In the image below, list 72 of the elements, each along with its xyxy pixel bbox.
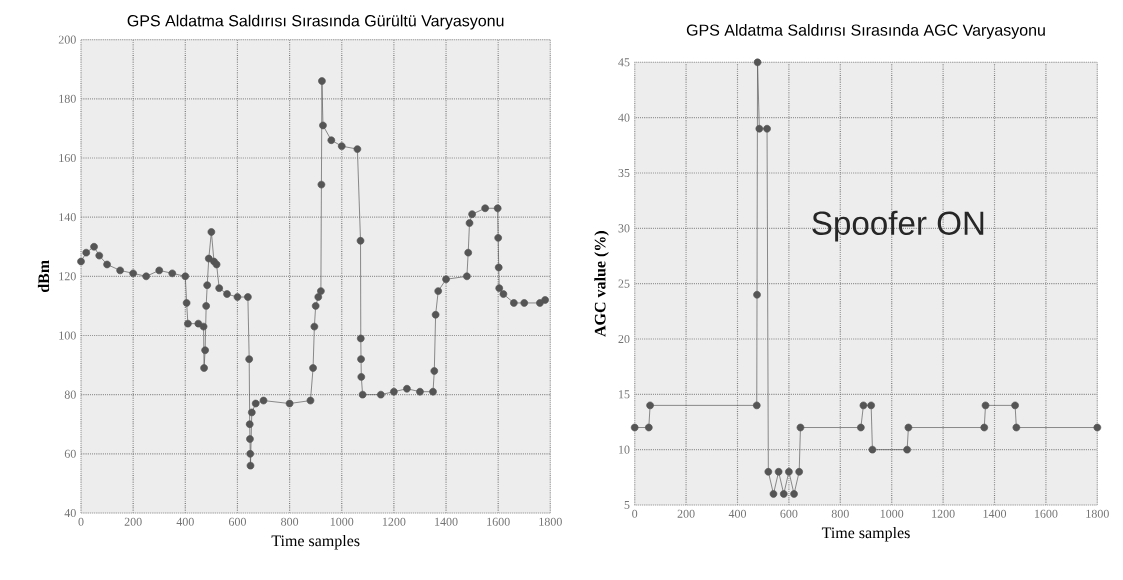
y-tick-label: 200 xyxy=(58,35,76,44)
point xyxy=(630,423,639,432)
x-tick-label: 1000 xyxy=(330,517,354,526)
point xyxy=(1011,401,1019,410)
point xyxy=(790,490,798,498)
x-tick-label: 0 xyxy=(632,509,638,518)
x-tick-label: 600 xyxy=(780,509,798,518)
point xyxy=(769,490,778,498)
point xyxy=(785,467,793,476)
x-tick-label: 200 xyxy=(677,509,695,518)
x-tick-label: 1400 xyxy=(435,517,458,526)
x-tick-label: 0 xyxy=(78,517,84,526)
y-tick-label: 60 xyxy=(64,449,76,458)
y-tick-label: 10 xyxy=(619,445,630,454)
x-tick-label: 1800 xyxy=(539,517,562,526)
point xyxy=(868,445,877,454)
x-axis-title: Time samples xyxy=(821,526,910,542)
point xyxy=(752,401,761,410)
y-tick-label: 80 xyxy=(64,390,76,399)
x-tick-label: 1800 xyxy=(1086,509,1109,518)
y-tick-label: 140 xyxy=(59,213,76,222)
y-tick-label: 15 xyxy=(619,390,630,399)
y-tick-label: 40 xyxy=(64,508,76,518)
y-axis-title: dBm xyxy=(37,260,50,293)
point xyxy=(857,423,865,432)
x-tick-label: 600 xyxy=(228,517,246,526)
x-tick-label: 1600 xyxy=(487,517,510,526)
y-tick-label: 35 xyxy=(618,168,630,178)
point xyxy=(903,445,911,454)
y-tick-label: 120 xyxy=(59,272,76,281)
point xyxy=(646,401,654,410)
point xyxy=(774,467,783,476)
point xyxy=(753,58,762,67)
x-tick-label: 1400 xyxy=(983,509,1007,518)
x-tick-label: 1200 xyxy=(382,517,406,526)
x-tick-label: 1200 xyxy=(932,509,955,518)
point xyxy=(795,467,803,476)
point xyxy=(763,124,771,133)
x-tick-label: 800 xyxy=(281,517,299,526)
x-tick-label: 1600 xyxy=(1034,509,1058,518)
y-tick-label: 25 xyxy=(618,279,630,288)
y-tick-label: 30 xyxy=(618,224,630,233)
y-tick-label: 45 xyxy=(618,58,630,67)
y-tick-label: 20 xyxy=(618,334,630,344)
point xyxy=(755,124,764,133)
point xyxy=(981,401,990,410)
y-tick-label: 160 xyxy=(59,153,76,163)
point xyxy=(645,423,653,432)
y-tick-label: 100 xyxy=(59,331,76,340)
chart-title: GPS Aldatma Saldırısı Sırasında AGC Varyasyonu xyxy=(686,24,1045,39)
x-axis-title: Time samples xyxy=(271,534,360,550)
y-tick-label: 180 xyxy=(59,94,76,103)
point xyxy=(764,467,773,476)
point xyxy=(980,423,989,432)
point xyxy=(904,423,913,432)
point xyxy=(753,290,761,299)
point xyxy=(796,423,805,432)
point xyxy=(1012,423,1021,432)
annotation: Spoofer ON xyxy=(812,210,984,242)
x-tick-label: 400 xyxy=(176,517,194,526)
x-tick-label: 200 xyxy=(124,517,142,526)
x-tick-label: 1000 xyxy=(880,509,904,518)
y-axis-title: AGC value (%) xyxy=(594,231,609,337)
point xyxy=(779,490,788,498)
y-tick-label: 5 xyxy=(624,500,630,509)
chart-title: GPS Aldatma Saldırısı Sırasında Gürültü Varyasyonu xyxy=(127,14,504,30)
x-tick-label: 800 xyxy=(831,509,849,518)
point xyxy=(867,401,875,410)
y-tick-label: 40 xyxy=(618,113,630,122)
x-tick-label: 400 xyxy=(728,509,747,518)
point xyxy=(1093,423,1102,432)
point xyxy=(859,401,868,410)
